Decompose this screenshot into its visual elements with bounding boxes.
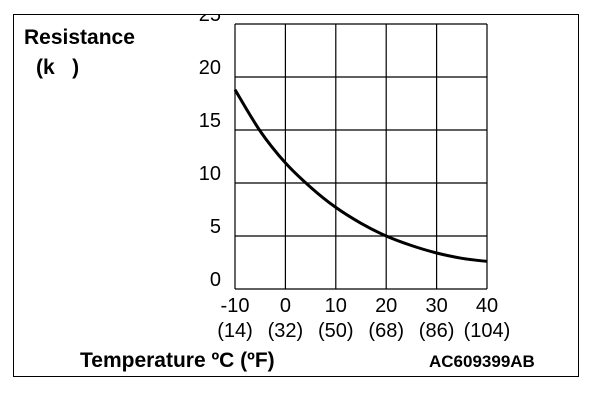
x-tick-label-fahrenheit: (14) [217, 320, 253, 342]
x-tick-label-celsius: 20 [375, 295, 397, 317]
x-tick-label-fahrenheit: (32) [268, 320, 304, 342]
y-axis-label: Resistance [24, 26, 135, 49]
y-tick-label: 25 [199, 15, 221, 26]
x-tick-label-fahrenheit: (68) [368, 320, 404, 342]
y-axis-unit: (k ) [36, 56, 79, 79]
y-tick-label: 15 [199, 110, 221, 132]
x-tick-label-celsius: 10 [325, 295, 347, 317]
x-tick-label-fahrenheit: (50) [318, 320, 354, 342]
y-tick-label: 20 [199, 57, 221, 79]
chart-frame: Resistance (k ) Temperature ºC (ºF) AC60… [13, 4, 579, 377]
x-tick-label-celsius: -10 [221, 295, 250, 317]
x-tick-label-fahrenheit: (104) [464, 320, 511, 342]
y-tick-label: 0 [210, 269, 221, 291]
figure-id: AC609399AB [429, 352, 535, 371]
y-tick-label: 5 [210, 216, 221, 238]
x-tick-label-fahrenheit: (86) [419, 320, 455, 342]
x-tick-label-celsius: 30 [425, 295, 447, 317]
y-tick-label: 10 [199, 163, 221, 185]
x-tick-label-celsius: 0 [280, 295, 291, 317]
resistance-curve [233, 88, 488, 263]
resistance-temperature-chart: Resistance (k ) Temperature ºC (ºF) AC60… [24, 4, 535, 372]
x-axis-label: Temperature ºC (ºF) [80, 349, 275, 372]
x-tick-label-celsius: 40 [476, 295, 498, 317]
